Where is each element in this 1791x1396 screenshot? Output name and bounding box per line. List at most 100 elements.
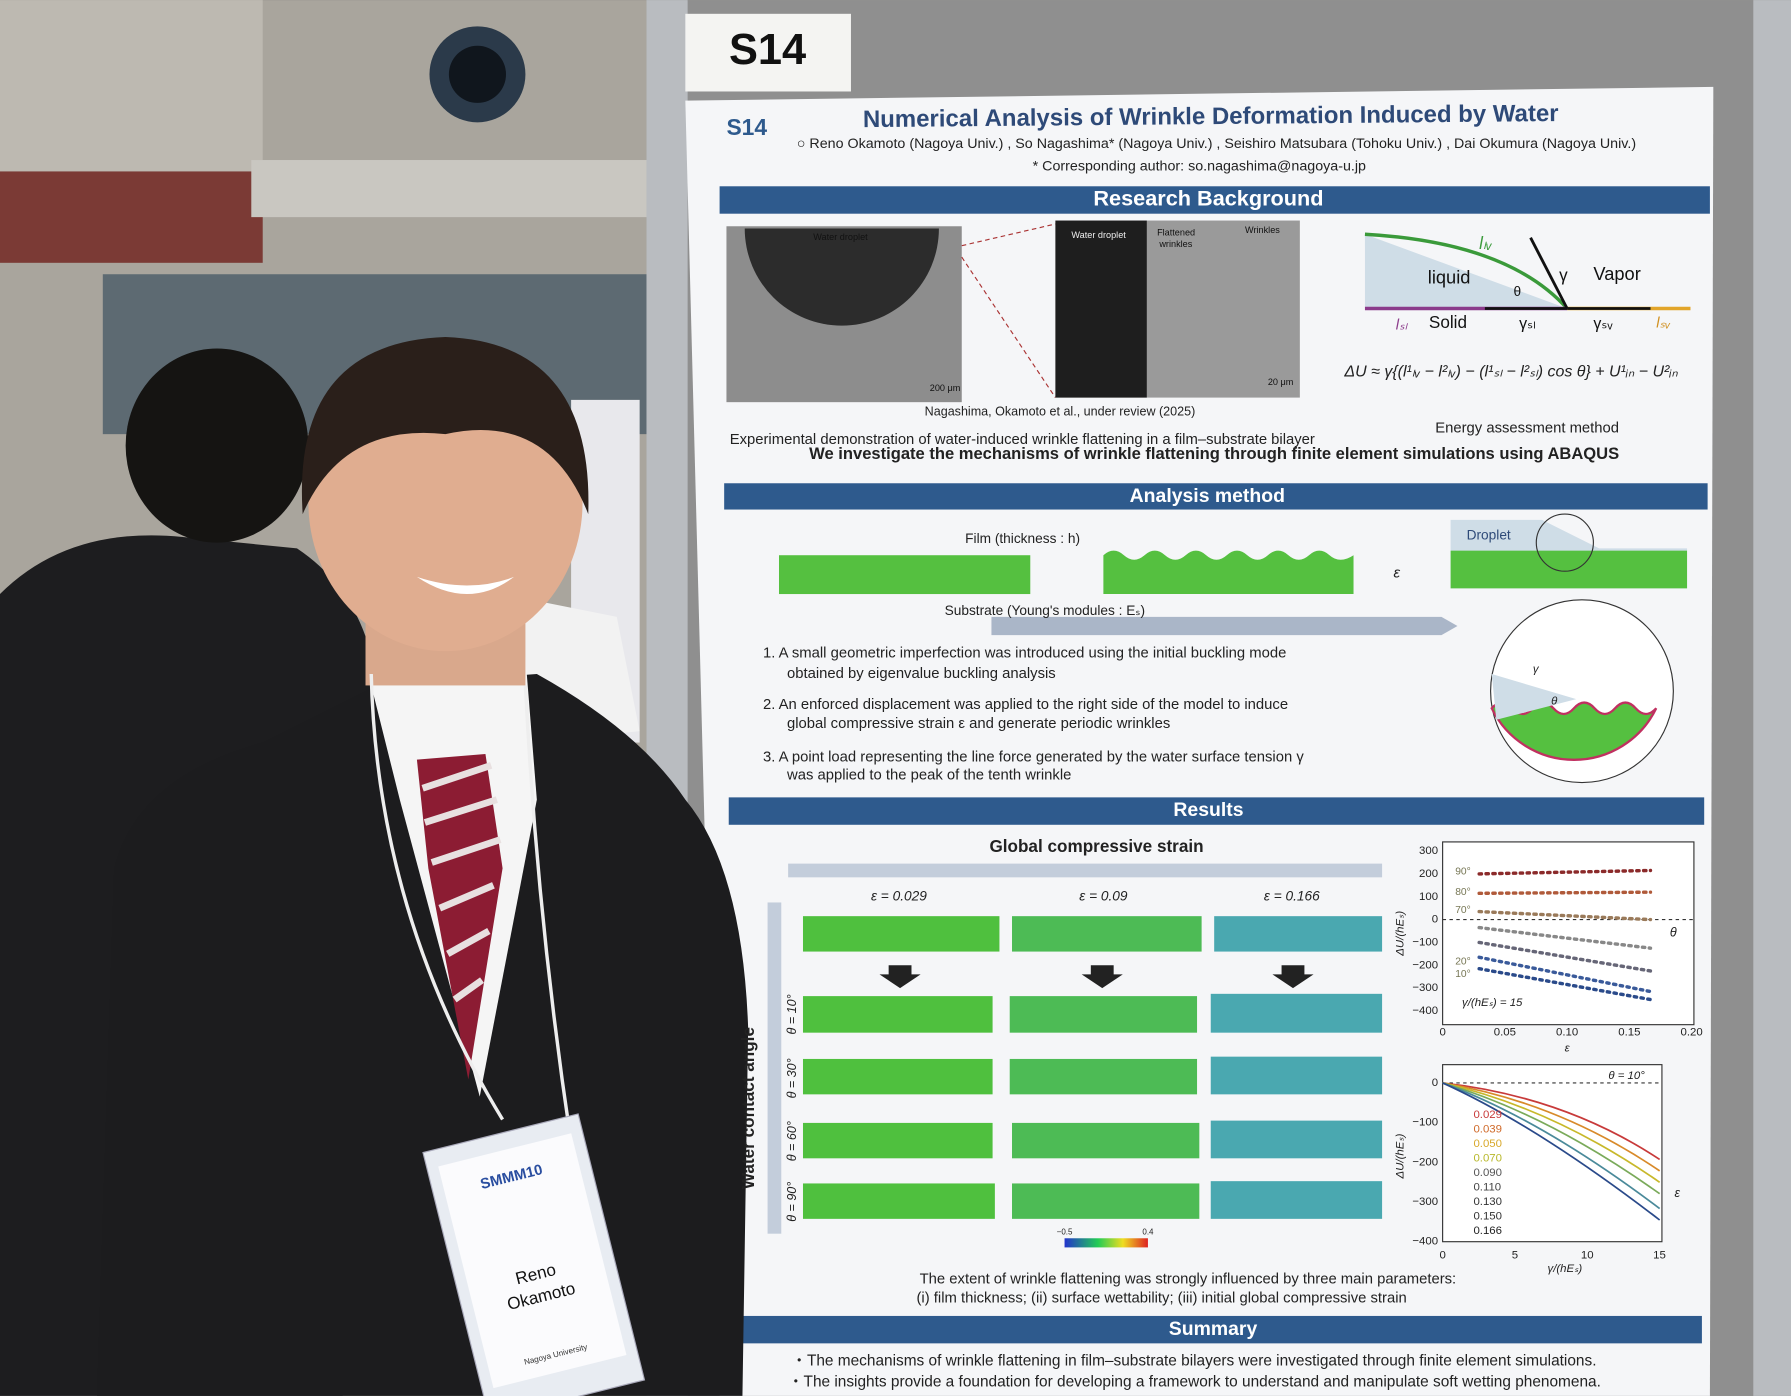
colorbar	[1064, 1238, 1148, 1248]
sim-panel	[1210, 1056, 1383, 1095]
photo-label: Water droplet	[813, 232, 868, 242]
conclusion: The extent of wrinkle flattening was str…	[920, 1271, 1457, 1287]
authors: ○ Reno Okamoto (Nagoya Univ.) , So Nagas…	[797, 136, 1636, 152]
legend-entry: 0.166	[1473, 1225, 1502, 1237]
series-line	[1442, 1082, 1661, 1195]
plot-note: θ = 10°	[1608, 1070, 1645, 1082]
series-dots	[1477, 890, 1653, 896]
x-tick-label: 5	[1512, 1249, 1518, 1261]
series-dots	[1477, 940, 1653, 973]
photo-label: wrinkles	[1158, 239, 1192, 249]
photo-label: Water droplet	[1071, 230, 1126, 240]
angle-label: 20°	[1455, 957, 1471, 968]
plot2-series	[1442, 1082, 1661, 1221]
section-band	[728, 797, 1705, 825]
legend-entry: 0.029	[1473, 1109, 1502, 1121]
sim-panel	[802, 1183, 995, 1219]
colorbar-tick: −0.5	[1057, 1228, 1073, 1237]
figure-label: Substrate (Young's modules : Eₛ)	[945, 603, 1145, 618]
board-frame	[1753, 0, 1791, 1396]
diagram-label: lₗᵥ	[1479, 233, 1493, 253]
legend-axis: ε	[1674, 1186, 1680, 1200]
formula: ΔU ≈ γ{(l¹ₗᵥ − l²ₗᵥ) − (l¹ₛₗ − l²ₛₗ) cos…	[1343, 364, 1678, 381]
series-dots	[1477, 955, 1653, 994]
legend-entry: 0.130	[1473, 1196, 1502, 1208]
tension-arrow	[1529, 237, 1569, 310]
legend-entry: 0.039	[1473, 1123, 1502, 1135]
sim-panel	[1210, 1181, 1383, 1219]
liquid-vapor-line	[1364, 232, 1569, 310]
poster-number: S14	[726, 114, 767, 140]
zoom-line	[961, 223, 1056, 247]
x-tick-label: 0.20	[1681, 1027, 1703, 1039]
diagram-label: γ	[1559, 265, 1568, 285]
y-tick-label: −400	[1412, 1236, 1438, 1248]
angle-case: θ = 10°	[785, 994, 799, 1034]
series-dots	[1477, 909, 1653, 922]
summary-bullet: ・The mechanisms of wrinkle flattening in…	[792, 1353, 1597, 1370]
diagram-label: lₛₗ	[1396, 318, 1409, 334]
angle-label: 80°	[1455, 887, 1471, 898]
angle-label: 70°	[1455, 905, 1471, 916]
series-dots	[1477, 925, 1653, 950]
section-band	[719, 186, 1710, 214]
other-person-head	[125, 348, 309, 543]
series-line	[1442, 1082, 1661, 1184]
x-axis-label: ε	[1565, 1043, 1571, 1055]
zoom-circle	[1535, 513, 1594, 572]
photo-label: Wrinkles	[1245, 225, 1280, 235]
caption: Experimental demonstration of water-indu…	[730, 432, 1315, 448]
x-axis-label: γ/(hEₛ)	[1547, 1263, 1582, 1275]
y-tick-label: −400	[1412, 1005, 1438, 1017]
smile	[416, 576, 514, 595]
angle-bar	[767, 902, 782, 1234]
conclusion: (i) film thickness; (ii) surface wettabi…	[916, 1291, 1406, 1307]
sim-panel	[802, 1058, 993, 1095]
y-tick-label: −200	[1412, 959, 1438, 971]
sim-panel	[1012, 916, 1202, 952]
lanyard	[523, 685, 573, 1143]
series-dots	[1477, 966, 1653, 1002]
angle-axis: θ	[1670, 926, 1677, 940]
sim-panel	[1009, 1058, 1198, 1095]
series-line	[1442, 1082, 1661, 1210]
diagram-label: γₛₗ	[1519, 316, 1536, 333]
figure-label: ε	[1394, 565, 1401, 581]
x-tick-label: 0.10	[1556, 1027, 1578, 1039]
diagram-label: γₛᵥ	[1593, 316, 1613, 333]
y-tick-label: −300	[1412, 1196, 1438, 1208]
legend-entry: 0.110	[1473, 1181, 1501, 1193]
x-tick-label: 10	[1581, 1249, 1594, 1261]
series-line	[1442, 1082, 1661, 1172]
tie	[416, 753, 503, 1080]
diagram-label: θ	[1513, 284, 1521, 299]
strain-case: ε = 0.029	[871, 888, 927, 903]
colorbar-tick: 0.4	[1142, 1228, 1154, 1237]
droplet	[744, 228, 939, 326]
simulation-grid	[802, 916, 1383, 1219]
down-arrows	[879, 965, 1314, 989]
method-step: 3. A point load representing the line fo…	[763, 749, 1304, 765]
scale-bar: 200 μm	[930, 383, 961, 393]
sim-panel	[1012, 1122, 1200, 1159]
hair	[301, 337, 589, 515]
zoom-liquid	[1491, 674, 1577, 720]
section-heading: Results	[1173, 799, 1243, 821]
board-label: S14	[729, 26, 806, 74]
corresponding-author: * Corresponding author: so.nagashima@nag…	[1033, 159, 1366, 175]
axis-label: Water contact angle	[738, 1027, 758, 1189]
legend-entry: 0.070	[1473, 1152, 1502, 1164]
section-band	[724, 483, 1708, 510]
sim-panel	[802, 916, 1000, 952]
method-step: obtained by eigenvalue buckling analysis	[787, 666, 1056, 682]
section-heading: Research Background	[1093, 186, 1323, 211]
y-tick-label: 100	[1419, 891, 1438, 903]
wrinkled-model	[1103, 550, 1354, 595]
photo-label: Flattened	[1157, 228, 1195, 238]
y-tick-label: −100	[1412, 936, 1438, 948]
citation: Nagashima, Okamoto et al., under review …	[925, 405, 1196, 419]
x-tick-label: 0	[1439, 1249, 1445, 1261]
sim-panel	[802, 996, 993, 1033]
